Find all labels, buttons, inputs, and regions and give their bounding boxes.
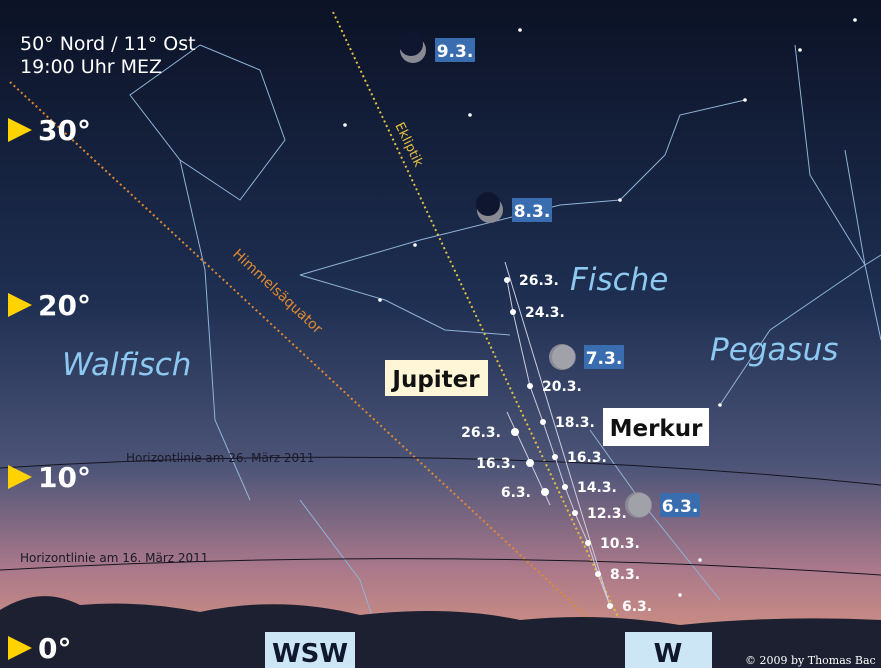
moon-label: 7.3.: [586, 349, 623, 369]
mercury-dot: [585, 540, 591, 546]
mercury-date: 18.3.: [555, 415, 595, 431]
mercury-dot: [562, 484, 568, 490]
star: [378, 298, 382, 302]
mercury-date: 16.3.: [567, 450, 607, 466]
mercury-date: 26.3.: [519, 273, 559, 289]
mercury-dot: [510, 309, 516, 315]
constellation-label: Pegasus: [710, 332, 838, 368]
mercury-date: 10.3.: [600, 536, 640, 552]
mercury-date: 6.3.: [622, 599, 652, 615]
star: [413, 243, 417, 247]
mercury-dot: [552, 454, 558, 460]
mercury-date: 20.3.: [542, 379, 582, 395]
jupiter-date: 16.3.: [476, 456, 516, 472]
star: [618, 198, 622, 202]
moon-crescent: [476, 192, 500, 216]
jupiter-star: [526, 459, 534, 467]
constellation-label: Walfisch: [62, 347, 191, 383]
altitude-label: 30°: [38, 114, 91, 147]
horizon-label: Horizontlinie am 16. März 2011: [20, 551, 208, 565]
location: 19:00 Uhr MEZ: [20, 56, 162, 78]
star: [798, 48, 802, 52]
horizon-label: Horizontlinie am 26. März 2011: [126, 451, 314, 465]
copyright: © 2009 by Thomas Bac: [745, 654, 876, 667]
planet-label: Jupiter: [390, 367, 480, 393]
star: [468, 113, 472, 117]
moon-crescent: [628, 493, 652, 517]
jupiter-star: [511, 428, 519, 436]
moon-label: 9.3.: [437, 42, 474, 62]
jupiter-date: 6.3.: [501, 485, 531, 501]
mercury-dot: [572, 510, 578, 516]
mercury-date: 8.3.: [610, 567, 640, 583]
location: 50° Nord / 11° Ost: [20, 33, 196, 55]
star: [698, 558, 702, 562]
direction-label: WSW: [272, 639, 348, 668]
jupiter-date: 26.3.: [461, 425, 501, 441]
mercury-dot: [527, 383, 533, 389]
jupiter-star: [541, 488, 549, 496]
mercury-dot: [504, 277, 510, 283]
constellation-label: Fische: [570, 262, 668, 298]
mercury-dot: [595, 571, 601, 577]
planet-label: Merkur: [610, 416, 703, 442]
page: {"location": ["50° Nord / 11° Ost", "19:…: [0, 0, 881, 668]
mercury-dot: [540, 419, 546, 425]
mercury-date: 24.3.: [525, 305, 565, 321]
altitude-label: 0°: [38, 632, 71, 665]
sky-chart: WSW W © 2009 by Thomas Bac 50° Nord / 11…: [0, 0, 881, 668]
mercury-date: 14.3.: [577, 480, 617, 496]
moon-label: 6.3.: [662, 497, 699, 517]
star: [743, 98, 747, 102]
altitude-label: 20°: [38, 289, 91, 322]
star: [343, 123, 347, 127]
moon-label: 8.3.: [514, 202, 551, 222]
star: [678, 593, 682, 597]
moon-crescent: [399, 32, 423, 56]
mercury-date: 12.3.: [587, 506, 627, 522]
star: [853, 18, 857, 22]
direction-label: W: [654, 639, 683, 668]
star: [518, 28, 522, 32]
star: [718, 403, 722, 407]
altitude-label: 10°: [38, 461, 91, 494]
moon-crescent: [552, 345, 576, 369]
mercury-dot: [607, 603, 613, 609]
